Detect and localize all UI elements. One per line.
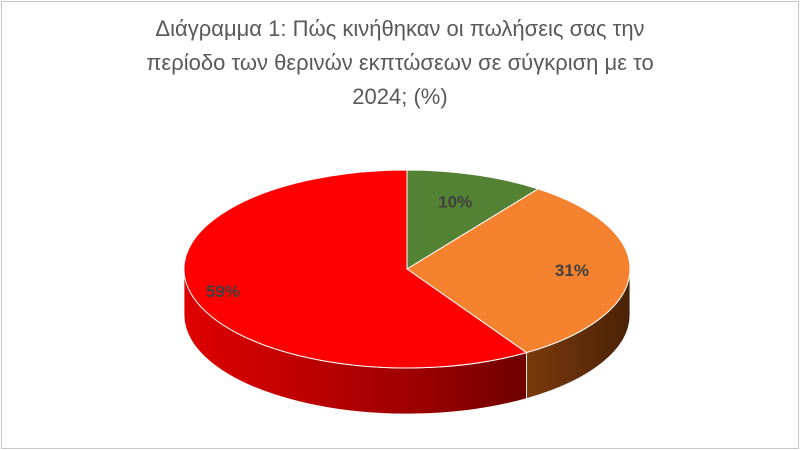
chart-title-line-2: περίοδο των θερινών εκπτώσεων σε σύγκρισ…: [146, 50, 654, 75]
chart-title-line-3: 2024; (%): [352, 84, 448, 109]
slice-green-top: [406, 169, 540, 270]
slice-orange-label: 31%: [555, 261, 589, 280]
pie-tops: [183, 169, 631, 369]
slice-red-top: [183, 169, 528, 369]
pie-labels: 10% 31% 59%: [206, 193, 589, 302]
chart-title-line-1: Διάγραμμα 1: Πώς κινήθηκαν οι πωλήσεις σ…: [155, 16, 645, 41]
chart-title: Διάγραμμα 1: Πώς κινήθηκαν οι πωλήσεις σ…: [0, 12, 800, 114]
slice-green-label: 10%: [438, 193, 472, 212]
slice-red-label: 59%: [206, 282, 240, 301]
slice-orange-top: [406, 188, 631, 354]
